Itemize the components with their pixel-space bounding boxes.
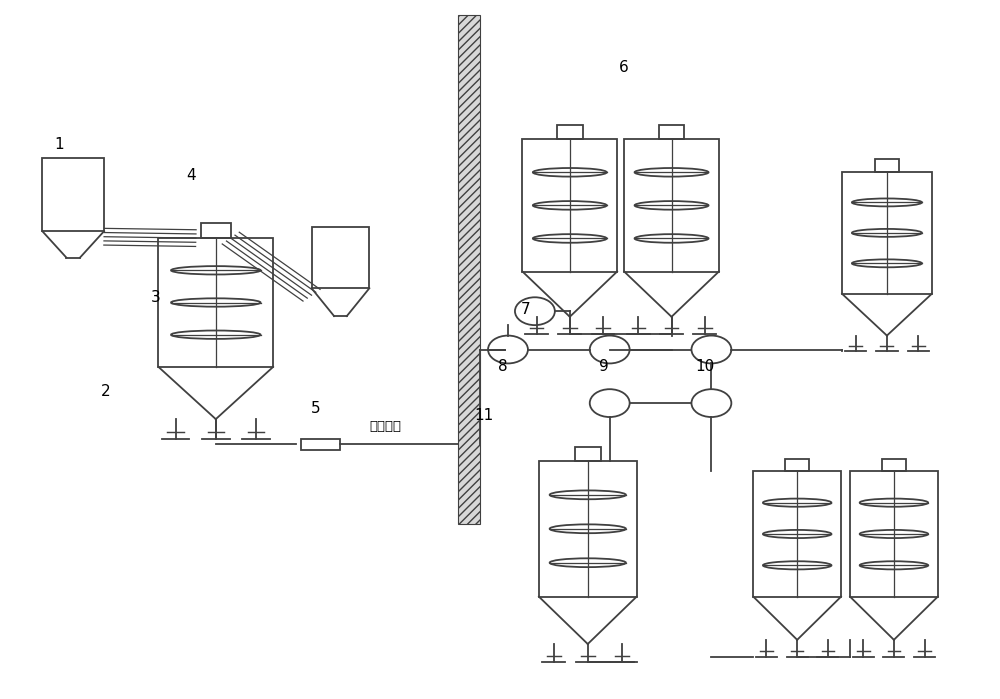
Text: 场区围墙: 场区围墙 bbox=[369, 419, 401, 433]
Text: 6: 6 bbox=[619, 60, 629, 75]
Text: 2: 2 bbox=[101, 384, 111, 398]
Bar bbox=[753, 471, 841, 597]
Text: 9: 9 bbox=[599, 359, 609, 374]
Text: 8: 8 bbox=[498, 359, 508, 374]
Bar bbox=[158, 238, 273, 367]
Text: 4: 4 bbox=[186, 168, 196, 183]
Bar bbox=[539, 461, 637, 597]
Text: 1: 1 bbox=[54, 136, 64, 152]
Bar bbox=[850, 471, 938, 597]
Bar bbox=[659, 125, 684, 139]
Bar bbox=[301, 438, 340, 449]
Bar bbox=[575, 447, 601, 461]
Bar bbox=[201, 223, 231, 238]
Bar bbox=[522, 139, 617, 271]
Bar bbox=[624, 139, 719, 271]
Text: 5: 5 bbox=[311, 401, 320, 416]
Bar bbox=[557, 125, 583, 139]
Bar bbox=[458, 15, 480, 524]
Bar bbox=[312, 227, 369, 288]
Text: 10: 10 bbox=[696, 359, 715, 374]
Bar bbox=[785, 459, 809, 471]
Text: 11: 11 bbox=[474, 408, 494, 423]
Bar bbox=[875, 159, 899, 172]
Text: 3: 3 bbox=[151, 290, 161, 305]
Text: 7: 7 bbox=[521, 302, 531, 317]
Bar bbox=[42, 158, 104, 231]
Bar bbox=[882, 459, 906, 471]
Bar bbox=[842, 172, 932, 294]
